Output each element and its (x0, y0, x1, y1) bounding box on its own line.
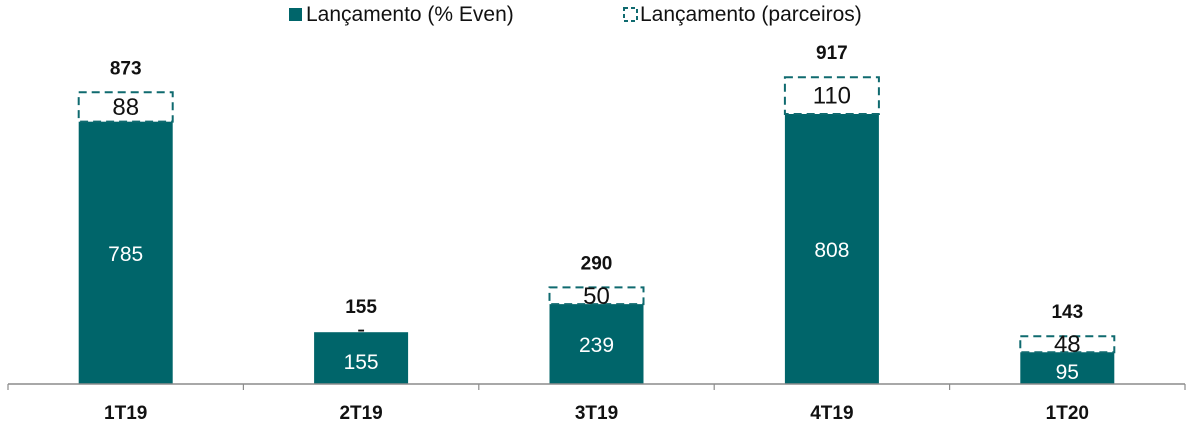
category-label-4t19: 4T19 (810, 403, 853, 424)
x-axis-ticks (7, 384, 1186, 390)
bar-partners-1t20 (1019, 335, 1116, 354)
bar-group-3t19: 50 239 290 (548, 253, 645, 384)
even-value-label: 785 (108, 243, 143, 266)
bar-group-1t20: 48 95 143 (1019, 302, 1116, 384)
bar-partners-3t19 (548, 286, 645, 306)
bar-partners-1t19 (77, 91, 174, 123)
legend-swatch-even (289, 8, 302, 21)
legend-label-even: Lançamento (% Even) (306, 3, 514, 26)
category-label-1t20: 1T20 (1046, 403, 1089, 424)
even-value-label: 95 (1056, 361, 1079, 384)
bar-even-1t20 (1020, 352, 1115, 384)
legend: Lançamento (% Even) Lançamento (parceiro… (289, 3, 862, 26)
bar-even-2t19 (314, 332, 409, 384)
even-value-label: 808 (814, 239, 849, 262)
legend-label-partners: Lançamento (parceiros) (640, 3, 862, 26)
partners-value-label: - (357, 316, 365, 343)
partners-value-label: 88 (112, 94, 139, 121)
partners-value-label: 50 (583, 283, 610, 310)
total-label: 873 (110, 58, 142, 79)
bar-even-3t19 (549, 304, 644, 384)
category-label-1t19: 1T19 (104, 403, 147, 424)
bar-even-4t19 (784, 114, 879, 384)
bar-group-1t19: 88 785 873 (77, 58, 174, 385)
total-label: 155 (345, 297, 377, 318)
partners-value-label: 110 (813, 83, 851, 110)
legend-swatch-partners (623, 7, 638, 22)
category-label-2t19: 2T19 (339, 403, 382, 424)
total-label: 143 (1051, 302, 1083, 323)
category-label-3t19: 3T19 (575, 403, 618, 424)
even-value-label: 155 (344, 351, 379, 374)
bar-group-4t19: 110 808 917 (783, 43, 880, 384)
partners-value-label: 48 (1054, 331, 1081, 358)
category-labels: 1T19 2T19 3T19 4T19 1T20 (104, 403, 1089, 424)
total-label: 290 (581, 253, 613, 274)
total-label: 917 (816, 43, 848, 64)
even-value-label: 239 (579, 334, 614, 357)
bar-even-1t19 (78, 121, 173, 385)
bar-partners-4t19 (783, 76, 880, 116)
